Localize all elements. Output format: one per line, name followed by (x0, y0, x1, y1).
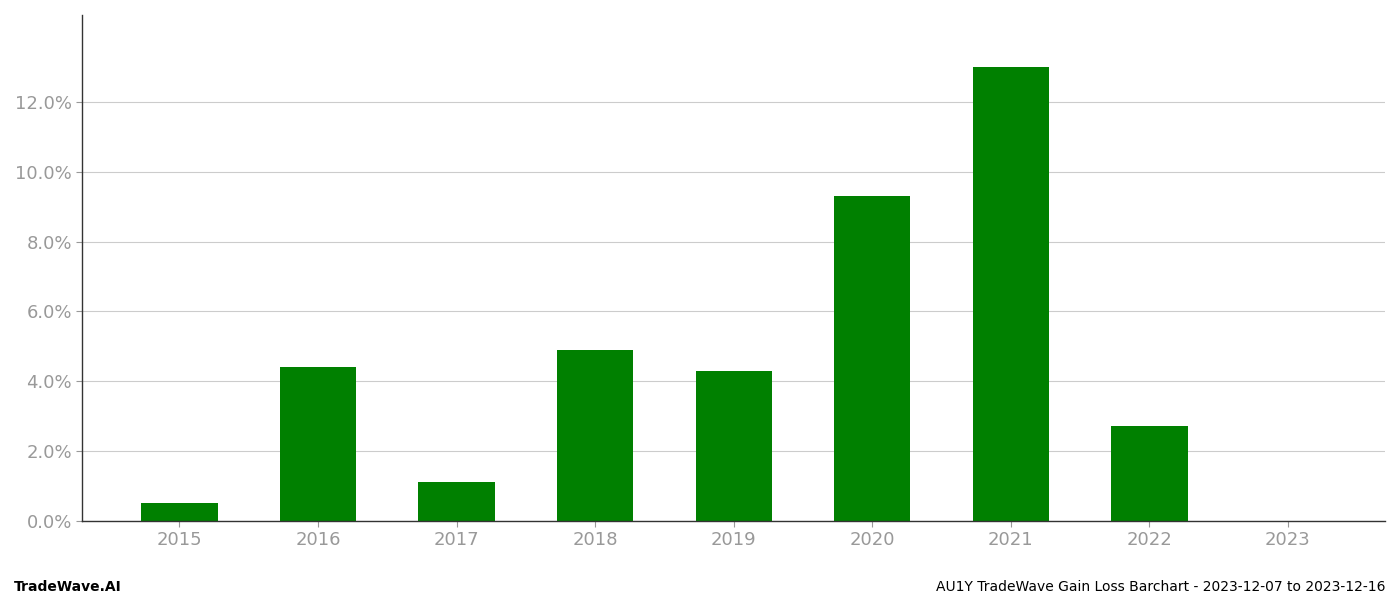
Bar (141, 503, 217, 521)
Bar (834, 196, 910, 521)
Bar (557, 350, 633, 521)
Bar (280, 367, 356, 521)
Bar (973, 67, 1049, 521)
Bar (419, 482, 494, 521)
Bar (1112, 427, 1187, 521)
Text: AU1Y TradeWave Gain Loss Barchart - 2023-12-07 to 2023-12-16: AU1Y TradeWave Gain Loss Barchart - 2023… (937, 580, 1386, 594)
Bar (696, 371, 771, 521)
Text: TradeWave.AI: TradeWave.AI (14, 580, 122, 594)
